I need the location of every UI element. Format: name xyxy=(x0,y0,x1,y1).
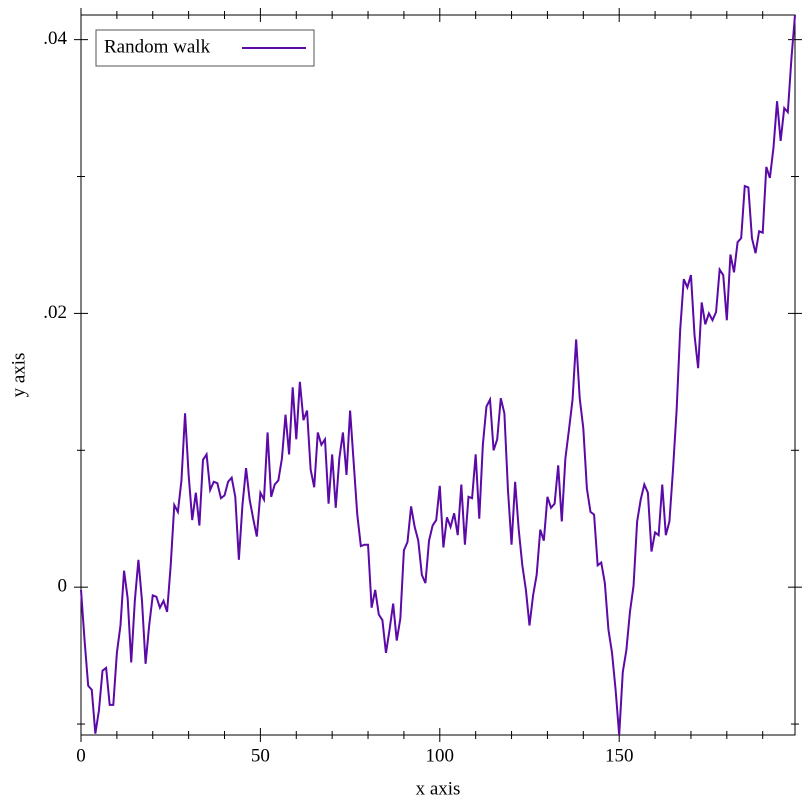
plot-frame xyxy=(80,14,796,736)
line-series xyxy=(80,14,796,736)
y-tick-label: 0 xyxy=(58,576,68,597)
y-tick-label: .02 xyxy=(43,302,67,323)
y-axis-label: y axis xyxy=(8,353,29,398)
x-tick-label: 100 xyxy=(426,745,455,766)
x-tick-label: 0 xyxy=(76,745,86,766)
x-axis-label: x axis xyxy=(416,778,461,799)
x-tick-label: 50 xyxy=(251,745,270,766)
y-tick-label: .04 xyxy=(43,28,67,49)
legend-label: Random walk xyxy=(104,36,211,57)
x-tick-label: 150 xyxy=(605,745,634,766)
